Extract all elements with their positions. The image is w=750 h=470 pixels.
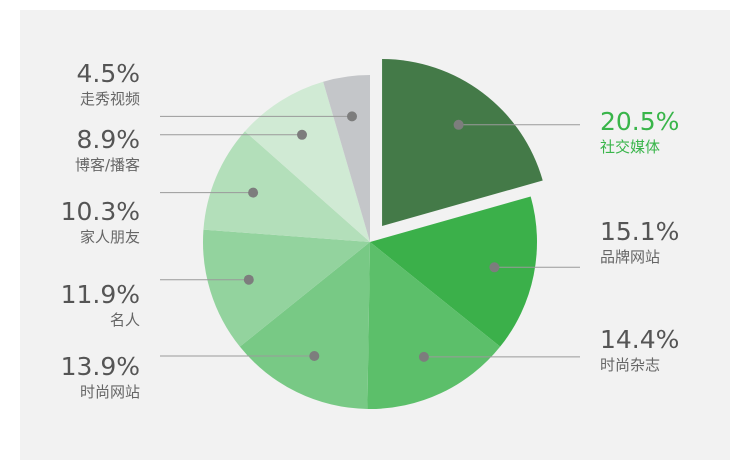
slice-category-label: 博客/播客 [75, 156, 140, 174]
slice-category-label: 名人 [110, 311, 140, 329]
slice-percent-label: 13.9% [61, 352, 140, 381]
slice-percent-label: 14.4% [600, 325, 679, 354]
pie-chart: 20.5% 社交媒体 15.1% 品牌网站 14.4% 时尚杂志 13.9% 时尚网站 11.9… [61, 59, 680, 410]
slice-label-group-2: 15.1% 品牌网站 [600, 217, 679, 266]
slice-label-group-5: 11.9% 名人 [61, 280, 140, 329]
pie-slice-1 [382, 59, 543, 227]
slice-label-group-6: 10.3% 家人朋友 [61, 197, 140, 246]
slice-label-group-8: 4.5% 走秀视频 [76, 59, 140, 108]
chart-panel: 20.5% 社交媒体 15.1% 品牌网站 14.4% 时尚杂志 13.9% 时尚网站 11.9… [20, 10, 730, 460]
pie-slice-5 [203, 229, 370, 347]
leader-lines [160, 111, 580, 362]
pie-slice-3 [367, 242, 501, 410]
slice-labels: 20.5% 社交媒体 15.1% 品牌网站 14.4% 时尚杂志 13.9% 时尚网站 11.9… [61, 59, 680, 401]
leader-dot-8 [347, 111, 357, 122]
leader-dot-7 [297, 129, 307, 140]
slice-category-label: 社交媒体 [600, 138, 660, 156]
slice-category-label: 时尚网站 [80, 383, 140, 401]
leader-dot-4 [309, 351, 320, 361]
slice-category-label: 走秀视频 [80, 90, 140, 108]
slice-label-group-4: 13.9% 时尚网站 [61, 352, 140, 401]
pie-slice-7 [244, 81, 370, 242]
slice-label-group-3: 14.4% 时尚杂志 [600, 325, 679, 374]
leader-dot-5 [243, 274, 254, 285]
slice-percent-label: 10.3% [61, 197, 140, 226]
slice-percent-label: 11.9% [61, 280, 140, 309]
slice-category-label: 时尚杂志 [600, 356, 660, 374]
slice-label-group-7: 8.9% 博客/播客 [75, 125, 140, 174]
pie-slices [203, 59, 543, 410]
leader-dot-6 [248, 187, 259, 198]
leader-dot-2 [489, 262, 500, 273]
slice-category-label: 家人朋友 [80, 228, 140, 246]
slice-label-group-1: 20.5% 社交媒体 [600, 107, 679, 156]
pie-slice-4 [239, 242, 370, 409]
slice-category-label: 品牌网站 [600, 248, 660, 266]
pie-slice-2 [370, 196, 538, 347]
pie-slice-6 [203, 131, 370, 242]
slice-percent-label: 4.5% [76, 59, 140, 88]
leader-dot-1 [453, 119, 464, 130]
slice-percent-label: 15.1% [600, 217, 679, 246]
slice-percent-label: 20.5% [600, 107, 679, 136]
slice-percent-label: 8.9% [76, 125, 140, 154]
leader-dot-3 [418, 351, 429, 362]
